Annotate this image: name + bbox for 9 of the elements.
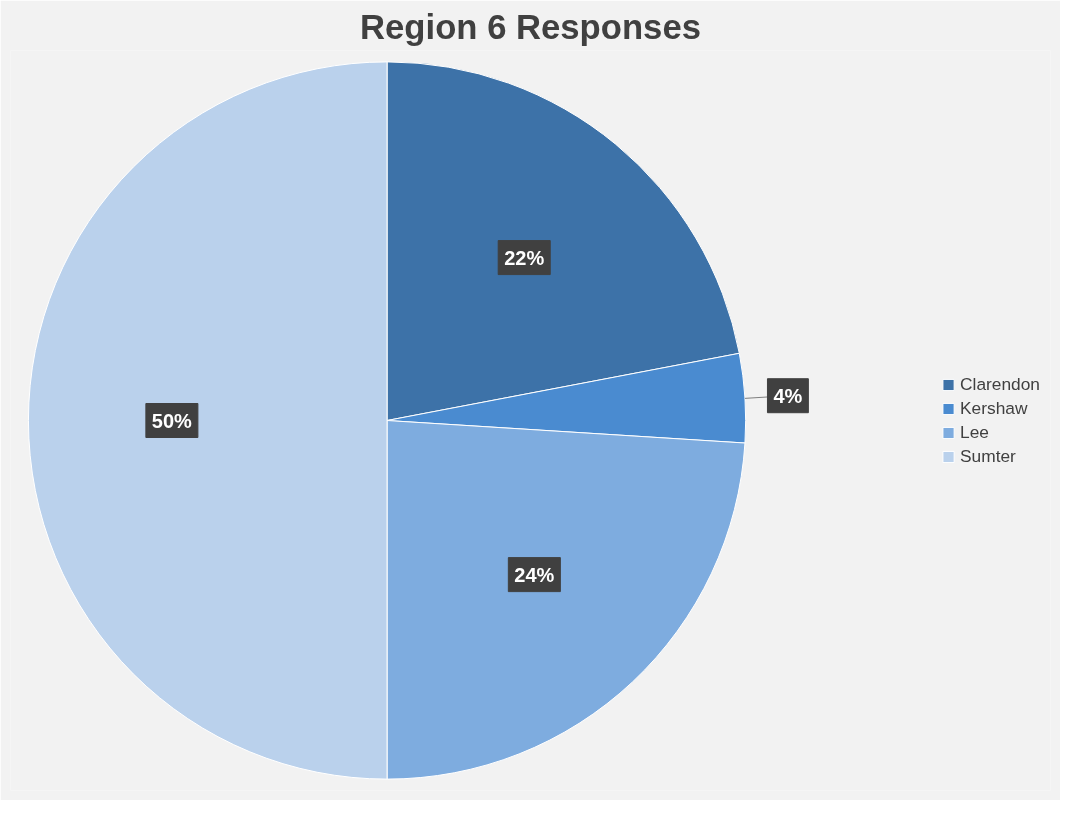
legend-label: Clarendon xyxy=(960,373,1040,395)
legend-label: Kershaw xyxy=(960,397,1028,419)
data-label: 22% xyxy=(504,246,545,269)
data-label: 24% xyxy=(514,563,555,586)
data-label: 4% xyxy=(773,384,803,407)
legend-label: Lee xyxy=(960,421,989,443)
data-label: 50% xyxy=(151,409,193,432)
chart-title: Region 6 Responses xyxy=(360,7,701,46)
legend-label: Sumter xyxy=(960,445,1016,467)
